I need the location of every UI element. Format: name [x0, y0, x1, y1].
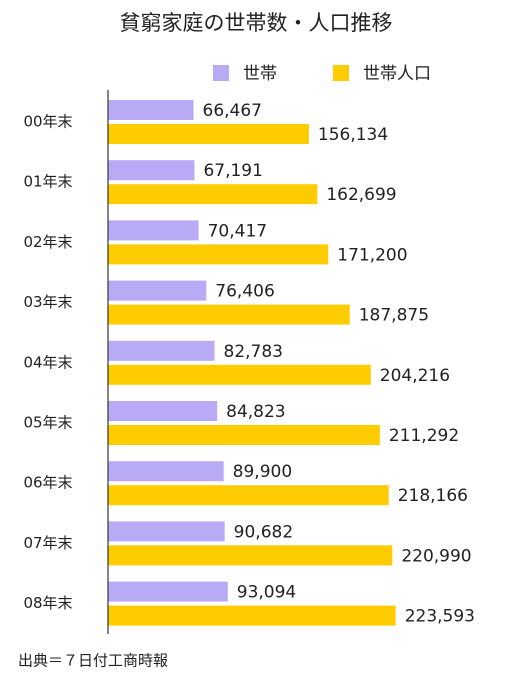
value-label: 187,875 — [359, 306, 429, 326]
y-tick-label: 03年末 — [23, 293, 72, 311]
y-tick-label: 07年末 — [23, 534, 72, 552]
value-label: 82,783 — [224, 342, 283, 362]
chart-title: 貧窮家庭の世帯数・人口推移 — [120, 11, 393, 35]
bar — [108, 605, 396, 626]
legend-label: 世帯人口 — [363, 64, 431, 84]
y-tick-label: 06年末 — [23, 474, 72, 492]
value-label: 204,216 — [380, 366, 450, 386]
value-label: 162,699 — [326, 185, 396, 205]
bar — [108, 425, 380, 445]
bar — [108, 545, 393, 566]
bar — [108, 461, 224, 482]
bar — [108, 581, 228, 602]
bar — [108, 184, 318, 205]
y-tick-label: 01年末 — [23, 173, 72, 191]
bar — [108, 124, 309, 144]
bar — [108, 100, 194, 120]
value-label: 211,292 — [389, 426, 459, 446]
value-label: 66,467 — [203, 101, 262, 121]
value-label: 90,682 — [234, 522, 293, 542]
value-label: 171,200 — [337, 245, 407, 265]
value-label: 156,134 — [318, 125, 388, 145]
y-tick-label: 04年末 — [23, 353, 72, 371]
legend-swatch — [333, 65, 349, 81]
value-label: 220,990 — [401, 546, 471, 566]
legend-swatch — [213, 65, 229, 81]
y-tick-label: 00年末 — [23, 113, 72, 131]
bar — [108, 244, 329, 265]
value-label: 93,094 — [237, 583, 296, 603]
y-tick-label: 05年末 — [23, 414, 72, 432]
value-label: 76,406 — [215, 282, 274, 302]
value-label: 84,823 — [226, 402, 285, 422]
legend-label: 世帯 — [243, 64, 277, 84]
value-label: 67,191 — [203, 161, 262, 181]
bar — [108, 521, 225, 542]
value-label: 218,166 — [398, 486, 468, 506]
bar — [108, 340, 215, 361]
value-label: 89,900 — [233, 462, 292, 482]
bar — [108, 401, 218, 421]
y-tick-label: 08年末 — [23, 594, 72, 612]
bar — [108, 280, 207, 301]
y-tick-label: 02年末 — [23, 233, 72, 251]
bar — [108, 160, 195, 181]
bar — [108, 220, 199, 241]
bar — [108, 364, 371, 385]
bar — [108, 304, 350, 325]
value-label: 70,417 — [208, 221, 267, 241]
bar — [108, 485, 389, 506]
value-label: 223,593 — [405, 607, 475, 627]
source: 出典＝７日付工商時報 — [18, 652, 168, 670]
